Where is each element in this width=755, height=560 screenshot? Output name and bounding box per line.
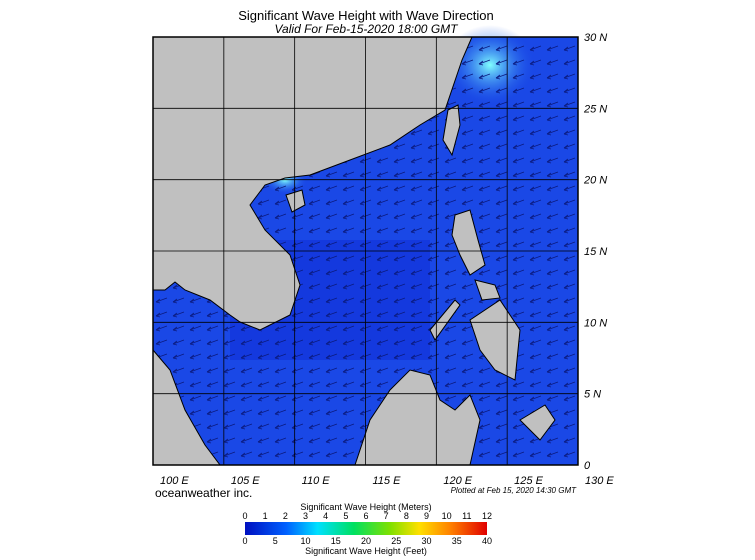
feet-tick: 20 bbox=[361, 536, 371, 546]
feet-tick: 25 bbox=[391, 536, 401, 546]
lat-label: 0 bbox=[584, 460, 591, 472]
land-hainan bbox=[285, 189, 306, 213]
colorbar-title-meters: Significant Wave Height (Meters) bbox=[300, 502, 431, 512]
lat-label: 15 N bbox=[584, 246, 607, 258]
map-frame bbox=[152, 36, 579, 466]
meters-tick: 6 bbox=[363, 511, 368, 521]
feet-tick: 35 bbox=[452, 536, 462, 546]
lat-label: 10 N bbox=[584, 317, 607, 329]
feet-tick: 40 bbox=[482, 536, 492, 546]
meters-tick: 9 bbox=[424, 511, 429, 521]
meters-tick: 5 bbox=[343, 511, 348, 521]
lon-label: 100 E bbox=[160, 475, 189, 487]
lat-label: 25 N bbox=[583, 103, 607, 115]
meters-tick: 10 bbox=[442, 511, 452, 521]
land-mainland bbox=[152, 36, 473, 331]
meters-tick: 3 bbox=[303, 511, 308, 521]
land-borneo bbox=[354, 369, 481, 466]
credit: oceanweather inc. bbox=[155, 486, 252, 500]
meters-tick: 7 bbox=[384, 511, 389, 521]
meters-tick: 12 bbox=[482, 511, 492, 521]
land-visayas bbox=[474, 279, 501, 301]
meters-tick: 1 bbox=[263, 511, 268, 521]
meters-tick: 11 bbox=[462, 511, 471, 521]
lon-label: 105 E bbox=[231, 475, 260, 487]
land-palawan bbox=[429, 299, 461, 341]
lon-label: 130 E bbox=[585, 475, 614, 487]
plotted-note: Plotted at Feb 15, 2020 14:30 GMT bbox=[451, 486, 578, 495]
subtitle: Valid For Feb-15-2020 18:00 GMT bbox=[275, 22, 460, 36]
feet-tick: 30 bbox=[421, 536, 431, 546]
title: Significant Wave Height with Wave Direct… bbox=[238, 8, 494, 23]
lat-label: 30 N bbox=[584, 32, 607, 44]
feet-tick: 5 bbox=[273, 536, 278, 546]
land-taiwan bbox=[442, 104, 461, 157]
lat-label: 5 N bbox=[584, 389, 601, 401]
colorbar-title-feet: Significant Wave Height (Feet) bbox=[305, 546, 427, 556]
land-luzon bbox=[451, 209, 486, 276]
colorbar bbox=[245, 522, 487, 535]
lon-label: 120 E bbox=[443, 475, 472, 487]
meters-tick: 8 bbox=[404, 511, 409, 521]
map bbox=[152, 25, 579, 466]
feet-tick: 10 bbox=[300, 536, 310, 546]
meters-tick: 0 bbox=[242, 511, 247, 521]
meters-tick: 4 bbox=[323, 511, 328, 521]
lon-label: 110 E bbox=[302, 475, 331, 487]
lon-label: 125 E bbox=[514, 475, 543, 487]
meters-tick: 2 bbox=[283, 511, 288, 521]
lat-label: 20 N bbox=[583, 175, 607, 187]
feet-tick: 0 bbox=[242, 536, 247, 546]
feet-tick: 15 bbox=[331, 536, 341, 546]
lon-label: 115 E bbox=[373, 475, 402, 487]
land-sulawesi bbox=[519, 404, 556, 441]
